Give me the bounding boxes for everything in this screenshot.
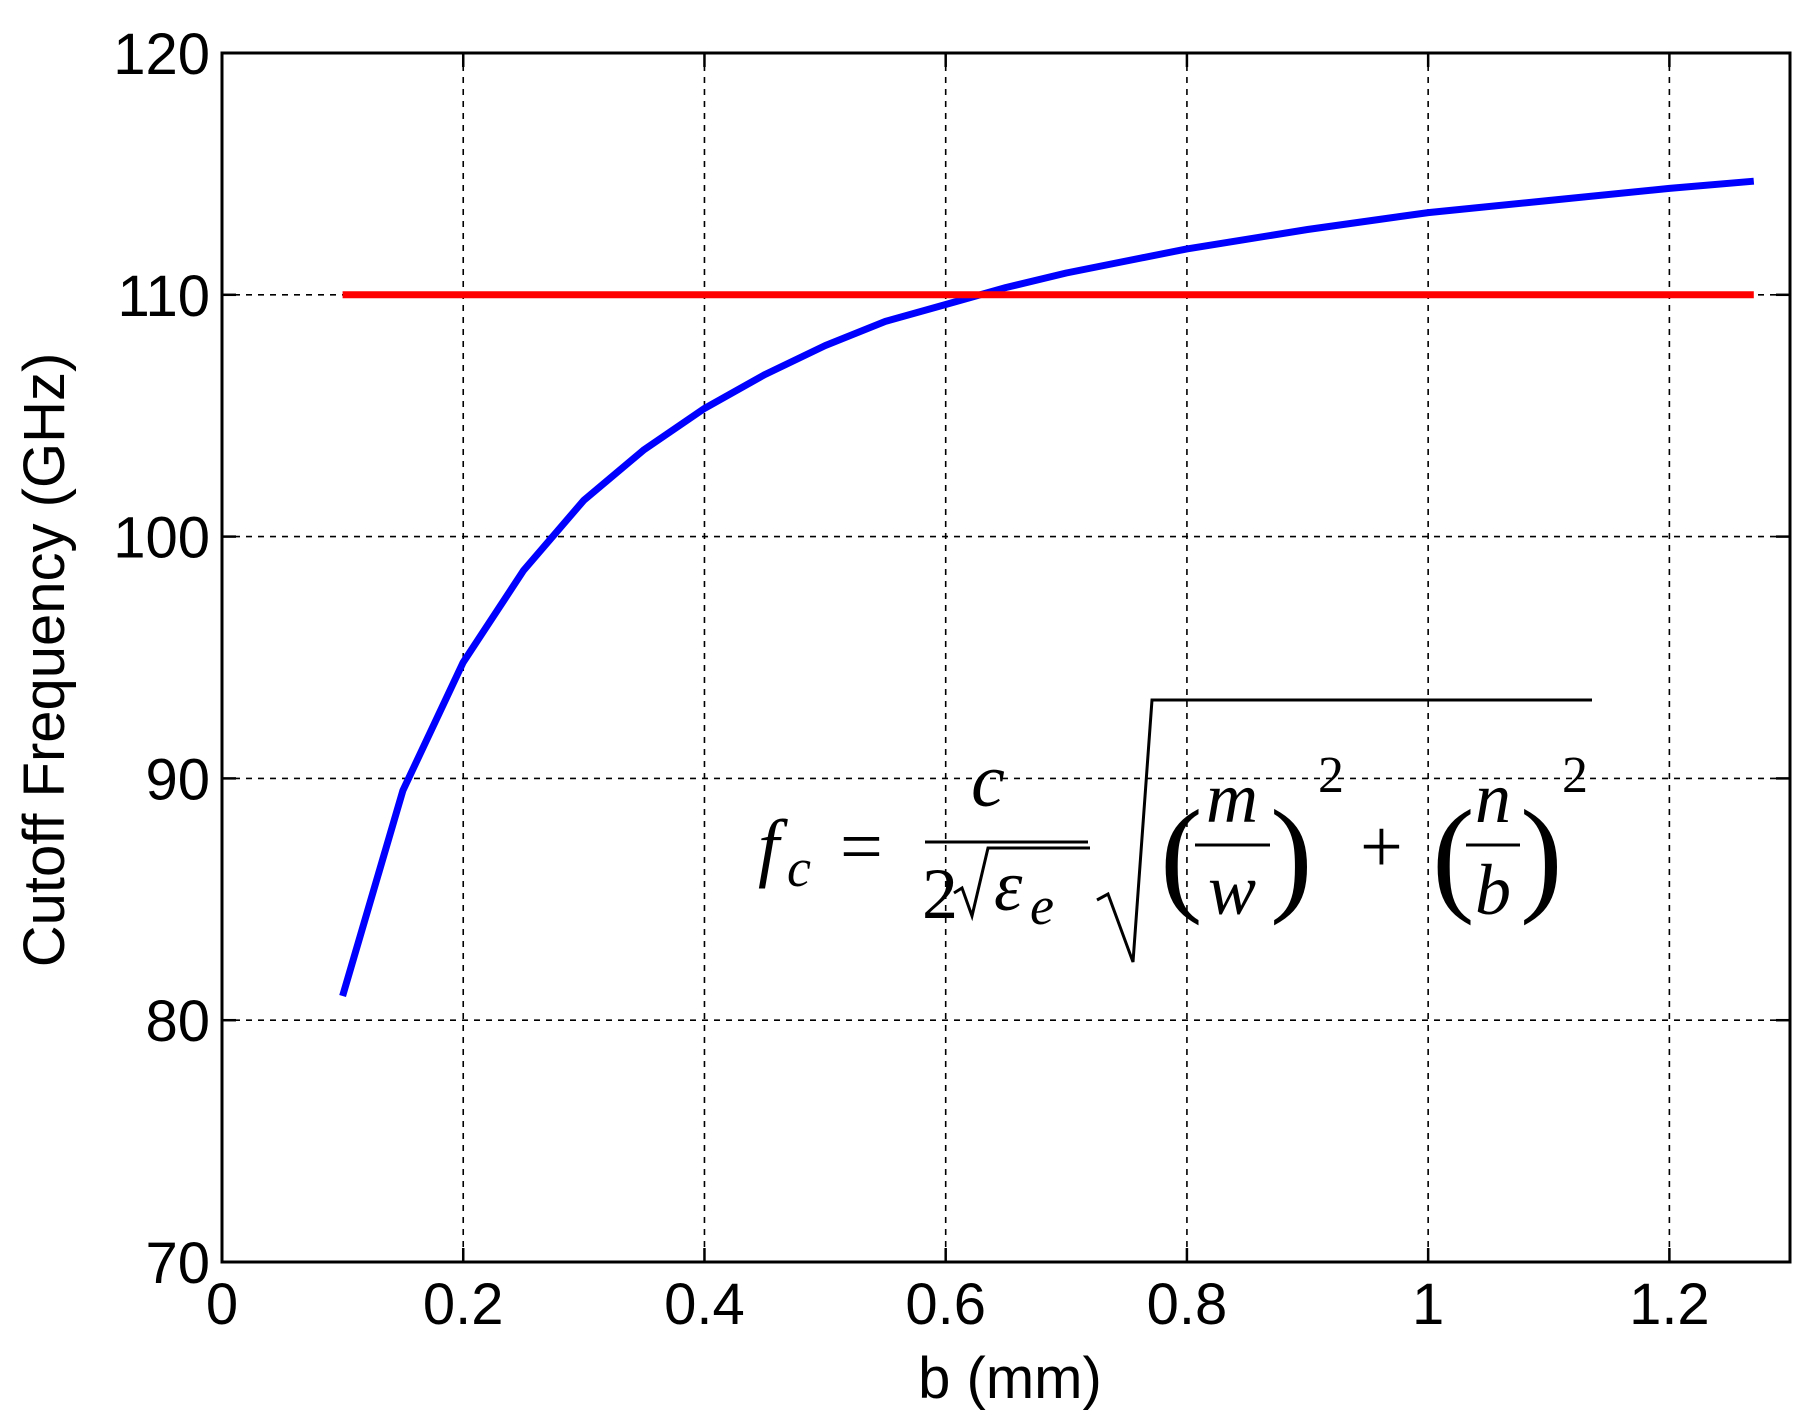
x-tick-labels: 0 0.2 0.4 0.6 0.8 1 1.2 [206,1272,1710,1337]
formula-f-subscript: c [787,838,811,898]
y-tick-labels: 70 80 90 100 110 120 [113,22,210,1296]
formula-b: b [1475,850,1511,930]
formula-epsilon-subscript: e [1030,876,1054,936]
tick-marks [220,51,1790,1264]
formula-left-paren-1: ( [1160,784,1203,926]
formula-w: w [1208,850,1256,930]
x-tick-label: 0.6 [905,1272,986,1337]
formula-outer-root-sign [1096,698,1592,963]
formula-numerator-c: c [971,739,1005,823]
formula-f: f [758,805,788,889]
formula-denominator-2: 2 [922,854,958,934]
series-group [339,177,1755,997]
x-tick-label: 1.2 [1629,1272,1710,1337]
formula-exponent-1: 2 [1318,747,1344,804]
formula-plus: + [1360,805,1403,889]
x-tick-label: 0.4 [664,1272,745,1337]
y-tick-label: 120 [113,22,210,87]
formula-n: n [1475,758,1511,838]
formula-equals: = [840,805,883,889]
formula-right-paren-2: ) [1520,784,1563,926]
y-tick-label: 90 [145,747,210,812]
x-tick-label: 1 [1412,1272,1444,1337]
y-axis-label: Cutoff Frequency (GHz) [12,353,77,968]
formula-m: m [1206,758,1258,838]
y-tick-label: 80 [145,989,210,1054]
formula-left-paren-2: ( [1432,784,1475,926]
grid [222,53,1790,1262]
formula-exponent-2: 2 [1562,747,1588,804]
formula-inner-root-sign [953,846,1090,922]
series-line-cutoff-frequency [339,177,1755,997]
plot-frame [220,51,1792,1264]
formula-epsilon: ε [994,846,1023,926]
y-tick-label: 70 [145,1231,210,1296]
y-tick-label: 100 [113,506,210,571]
formula-right-paren-1: ) [1270,784,1313,926]
x-tick-label: 0 [206,1272,238,1337]
x-tick-label: 0.8 [1147,1272,1228,1337]
x-tick-label: 0.2 [423,1272,504,1337]
cutoff-frequency-formula: f c = c 2 ε e ( m w ) 2 + ( n b ) 2 [758,698,1592,963]
x-axis-label: b (mm) [918,1346,1102,1411]
y-tick-label: 110 [118,264,210,329]
